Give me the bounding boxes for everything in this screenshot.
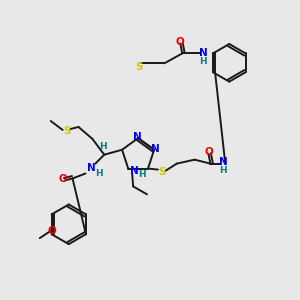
Text: O: O [204,147,213,157]
Text: H: H [138,170,146,179]
Text: O: O [176,37,184,46]
Text: H: H [95,169,103,178]
Text: S: S [63,126,70,136]
Text: N: N [151,144,160,154]
Text: N: N [130,166,139,176]
Text: O: O [47,226,56,236]
Text: N: N [87,163,96,172]
Text: H: H [220,166,227,175]
Text: H: H [199,57,207,66]
Text: S: S [135,62,142,72]
Text: S: S [158,167,166,177]
Text: N: N [219,157,228,166]
Text: O: O [58,175,67,184]
Text: H: H [100,142,107,151]
Text: N: N [133,132,142,142]
Text: N: N [199,48,207,59]
